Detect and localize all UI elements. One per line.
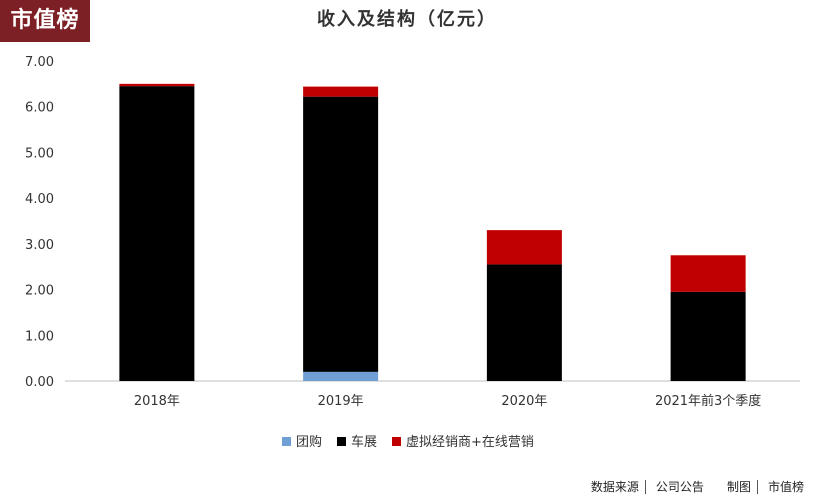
brand-logo: 市值榜 [0,0,90,42]
y-tick-label: 6.00 [25,101,54,116]
made-value: 市值榜 [767,480,804,494]
legend-label: 车展 [351,434,377,450]
bar-segment [670,255,746,292]
y-tick-label: 4.00 [25,192,54,207]
x-tick-label: 2018年 [134,394,180,409]
x-tick-label: 2020年 [501,394,547,409]
legend-label: 团购 [296,434,322,450]
source-value: 公司公告 [655,480,704,494]
y-axis: 0.00 1.00 2.00 3.00 4.00 5.00 6.00 7.00 [25,55,54,390]
legend-swatch [392,437,401,446]
y-tick-label: 0.00 [25,375,54,390]
bar-segment [303,371,379,381]
bar-segment [486,230,562,265]
made-label: 制图 [726,480,751,494]
y-tick-label: 5.00 [25,146,54,161]
bar-segment [303,86,379,97]
legend-swatch [337,437,346,446]
footer-credits: 数据来源 公司公告 制图 市值榜 [589,478,806,495]
bar-segment [670,291,746,381]
divider [644,480,650,494]
y-tick-label: 7.00 [25,55,54,70]
bar-segment [119,83,195,87]
legend-label: 虚拟经销商+在线营销 [406,435,534,450]
x-axis: 2018年 2019年 2020年 2021年前3个季度 [65,380,800,409]
source-label: 数据来源 [590,480,639,494]
bar-segment [303,96,379,372]
divider [756,480,762,494]
bar-segment [119,86,195,382]
x-tick-label: 2019年 [318,394,364,409]
y-tick-label: 2.00 [25,284,54,299]
chart-title: 收入及结构（亿元） [317,8,497,30]
x-tick-label: 2021年前3个季度 [655,393,761,409]
legend-swatch [282,437,291,446]
y-tick-label: 1.00 [25,329,54,344]
bar-segment [486,264,562,381]
y-tick-label: 3.00 [25,238,54,253]
legend: 团购 车展 虚拟经销商+在线营销 [282,434,534,450]
bars-group [119,83,746,382]
